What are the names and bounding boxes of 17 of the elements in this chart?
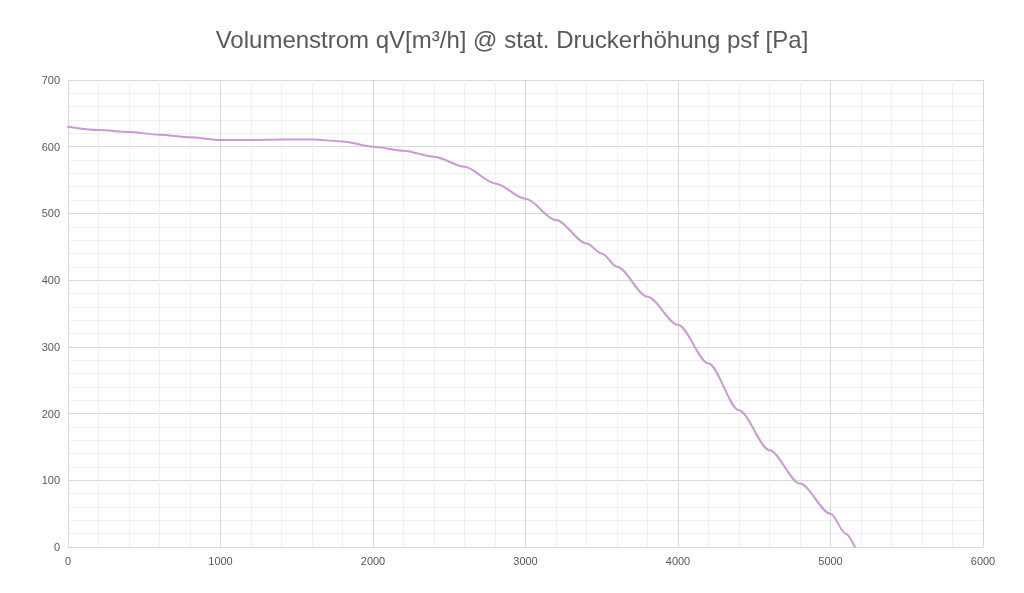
x-tick-label: 0 (64, 554, 72, 567)
line-series (67, 125, 856, 548)
y-tick-label: 300 (41, 340, 60, 353)
chart-title: Volumenstrom qV[m³/h] @ stat. Druckerhöhung psf [Pa] (215, 25, 809, 53)
x-tick-label: 5000 (818, 554, 843, 567)
y-tick-label: 500 (41, 207, 60, 220)
x-tick-label: 4000 (665, 554, 691, 567)
y-tick-label: 700 (41, 74, 60, 86)
y-tick-label: 0 (53, 541, 60, 553)
y-tick-label: 100 (41, 474, 60, 487)
x-tick-label: 3000 (513, 554, 538, 567)
x-tick-label: 1000 (208, 554, 233, 567)
y-tick-label: 200 (41, 407, 60, 420)
y-tick-label: 400 (41, 274, 60, 287)
x-tick-label: 6000 (970, 554, 996, 567)
y-tick-label: 600 (41, 140, 60, 153)
x-tick-label: 2000 (360, 554, 386, 567)
